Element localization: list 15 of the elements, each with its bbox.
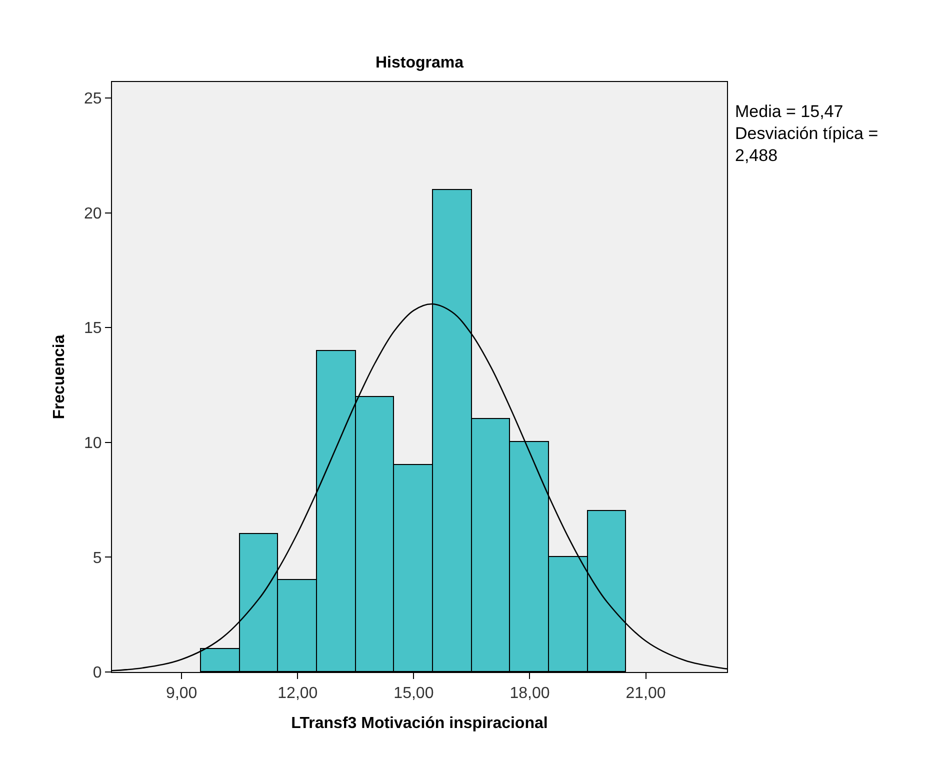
x-tick-label: 9,00 xyxy=(166,685,198,702)
chart-title: Histograma xyxy=(375,54,464,72)
y-axis-title: Frecuencia xyxy=(50,334,68,420)
x-tick-label: 18,00 xyxy=(510,685,550,702)
y-tick-label: 5 xyxy=(92,550,102,567)
y-tick-label: 20 xyxy=(84,205,102,222)
y-tick-label: 25 xyxy=(84,90,102,108)
y-tick-label: 0 xyxy=(92,664,102,682)
y-tick-label: 15 xyxy=(84,320,102,338)
x-tick-label: 21,00 xyxy=(626,685,666,702)
y-tick-label: 10 xyxy=(84,435,102,452)
x-axis-title: LTransf3 Motivación inspiracional xyxy=(291,714,548,732)
x-tick-label: 15,00 xyxy=(394,685,434,702)
x-tick-label: 12,00 xyxy=(278,685,318,702)
text: Media = 15,47 Desviación típica = 2,488 xyxy=(735,102,878,166)
